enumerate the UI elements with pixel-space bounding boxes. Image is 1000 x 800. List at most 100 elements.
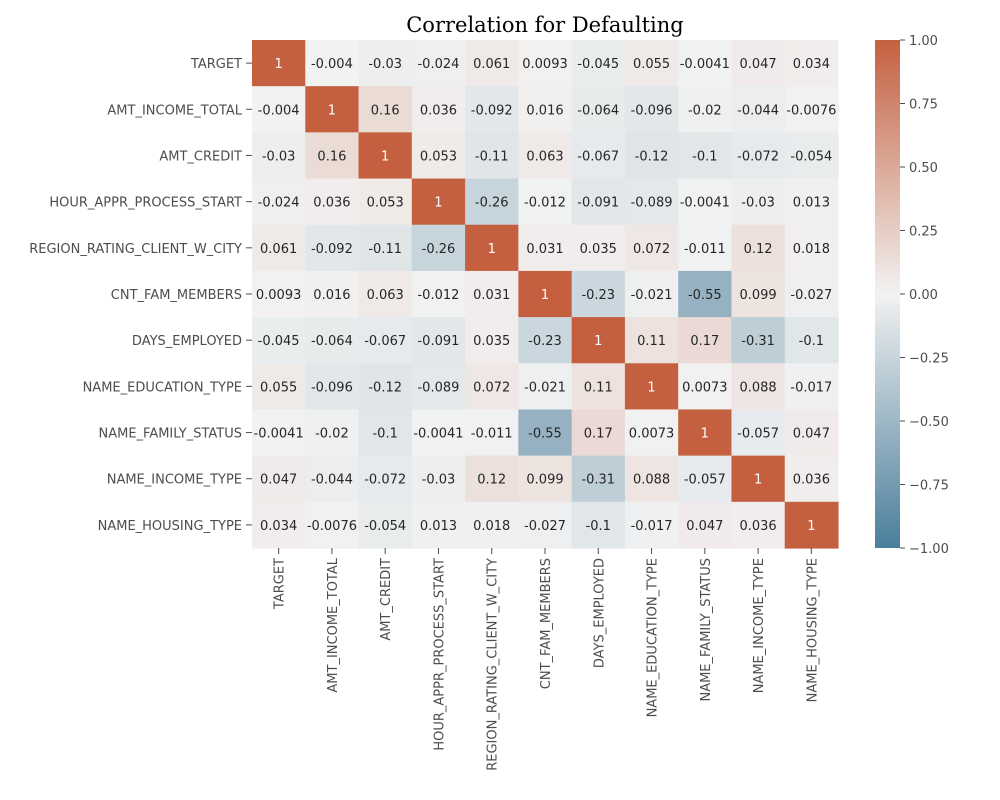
heatmap-cell — [518, 224, 573, 272]
heatmap-cell — [571, 40, 626, 87]
heatmap-cell — [784, 224, 839, 272]
heatmap-cell — [465, 40, 519, 87]
heatmap-cell — [518, 132, 573, 180]
heatmap-cell — [305, 224, 360, 272]
heatmap-cell — [305, 317, 360, 364]
cell-value-label: 1 — [488, 242, 496, 257]
cell-value-label: 0.036 — [739, 519, 776, 534]
cell-value-label: 1 — [274, 57, 282, 72]
cell-value-label: -0.11 — [368, 242, 402, 257]
heatmap-cell — [518, 317, 573, 364]
heatmap-cell — [358, 132, 413, 180]
heatmap-cell — [731, 40, 786, 87]
cell-value-label: -0.31 — [581, 473, 615, 488]
cell-value-label: -0.0076 — [786, 103, 836, 118]
heatmap-cell — [358, 86, 413, 133]
cell-value-label: -0.064 — [311, 334, 353, 349]
cell-value-label: 1 — [381, 149, 389, 164]
cell-value-label: -0.0041 — [680, 196, 730, 211]
x-tick-label: DAYS_EMPLOYED — [592, 558, 607, 668]
y-tick-label: AMT_CREDIT — [159, 149, 242, 164]
cell-value-label: 0.055 — [260, 380, 297, 395]
heatmap-cell — [465, 224, 519, 272]
heatmap-cell — [624, 270, 679, 318]
cell-value-label: 0.12 — [477, 473, 506, 488]
cell-value-label: 0.099 — [739, 288, 776, 303]
heatmap-cell — [678, 132, 733, 180]
heatmap-cell — [571, 455, 626, 503]
heatmap-cell — [678, 40, 733, 87]
heatmap-cell — [411, 86, 466, 133]
cell-value-label: -0.096 — [631, 103, 673, 118]
cell-value-label: 1 — [328, 103, 336, 118]
cell-value-label: -0.017 — [631, 519, 673, 534]
cell-value-label: 0.0073 — [682, 380, 728, 395]
heatmap-cell — [411, 132, 466, 180]
heatmap-cell — [571, 363, 626, 411]
cell-value-label: 0.016 — [526, 103, 563, 118]
heatmap-cell — [252, 363, 306, 411]
heatmap-cell — [731, 455, 786, 503]
heatmap-cell — [571, 270, 626, 318]
cell-value-label: 0.018 — [473, 519, 510, 534]
heatmap-cell — [624, 40, 679, 87]
cell-value-label: -0.004 — [258, 103, 300, 118]
cell-value-label: 1 — [701, 427, 709, 442]
heatmap-cell — [571, 409, 626, 457]
x-tick-label: REGION_RATING_CLIENT_W_CITY — [486, 558, 501, 771]
heatmap-cell — [411, 270, 466, 318]
heatmap-cell — [411, 317, 466, 364]
cell-value-label: -0.044 — [737, 103, 779, 118]
colorbar-tick-label: 0.25 — [909, 225, 938, 240]
cell-value-label: -0.024 — [258, 196, 300, 211]
cell-value-label: -0.12 — [635, 149, 669, 164]
heatmap-cell — [465, 132, 519, 180]
heatmap-cell — [678, 501, 733, 549]
cell-value-label: 0.12 — [744, 242, 773, 257]
cell-value-label: 0.088 — [633, 473, 670, 488]
cell-value-label: 0.055 — [633, 57, 670, 72]
heatmap-cell — [624, 455, 679, 503]
cell-value-label: -0.072 — [364, 473, 406, 488]
heatmap-cell — [731, 409, 786, 457]
heatmap-cell — [731, 317, 786, 364]
cell-value-label: 1 — [541, 288, 549, 303]
cell-value-label: -0.03 — [422, 473, 456, 488]
heatmap-cell — [678, 455, 733, 503]
heatmap-cell — [358, 317, 413, 364]
heatmap-cell — [678, 86, 733, 133]
y-axis-tick-labels: TARGET AMT_INCOME_TOTAL AMT_CREDIT HOUR_APP… — [29, 57, 252, 534]
heatmap-cell — [358, 270, 413, 318]
x-tick-label: NAME_EDUCATION_TYPE — [646, 558, 661, 717]
colorbar-tick-label: 1.00 — [909, 34, 938, 49]
cell-value-label: 0.0093 — [256, 288, 302, 303]
heatmap-cell — [252, 132, 306, 180]
heatmap-cell — [465, 455, 519, 503]
cell-value-label: 0.036 — [793, 473, 830, 488]
y-tick-label: CNT_FAM_MEMBERS — [111, 288, 242, 303]
heatmap-cell — [731, 363, 786, 411]
x-tick-label: AMT_INCOME_TOTAL — [326, 557, 341, 692]
x-tick-label: NAME_FAMILY_STATUS — [699, 558, 714, 702]
cell-value-label: -0.26 — [475, 196, 509, 211]
heatmap-cell — [571, 224, 626, 272]
heatmap-cell — [784, 409, 839, 457]
cell-value-label: -0.004 — [311, 57, 353, 72]
heatmap-cell — [678, 317, 733, 364]
cell-value-label: 0.035 — [580, 242, 617, 257]
cell-value-label: -0.072 — [737, 149, 779, 164]
heatmap-cell — [411, 178, 466, 226]
cell-value-label: -0.23 — [581, 288, 615, 303]
heatmap-cell — [305, 132, 360, 180]
heatmap-cell — [305, 178, 360, 226]
heatmap-cell — [252, 86, 306, 133]
cell-value-label: -0.55 — [528, 427, 562, 442]
cell-value-label: -0.091 — [417, 334, 459, 349]
x-tick-label: AMT_CREDIT — [379, 558, 394, 641]
cell-value-label: 0.016 — [313, 288, 350, 303]
heatmap-cell — [252, 409, 306, 457]
cell-value-label: -0.067 — [364, 334, 406, 349]
cell-value-label: 0.16 — [371, 103, 400, 118]
heatmap-cell — [731, 270, 786, 318]
